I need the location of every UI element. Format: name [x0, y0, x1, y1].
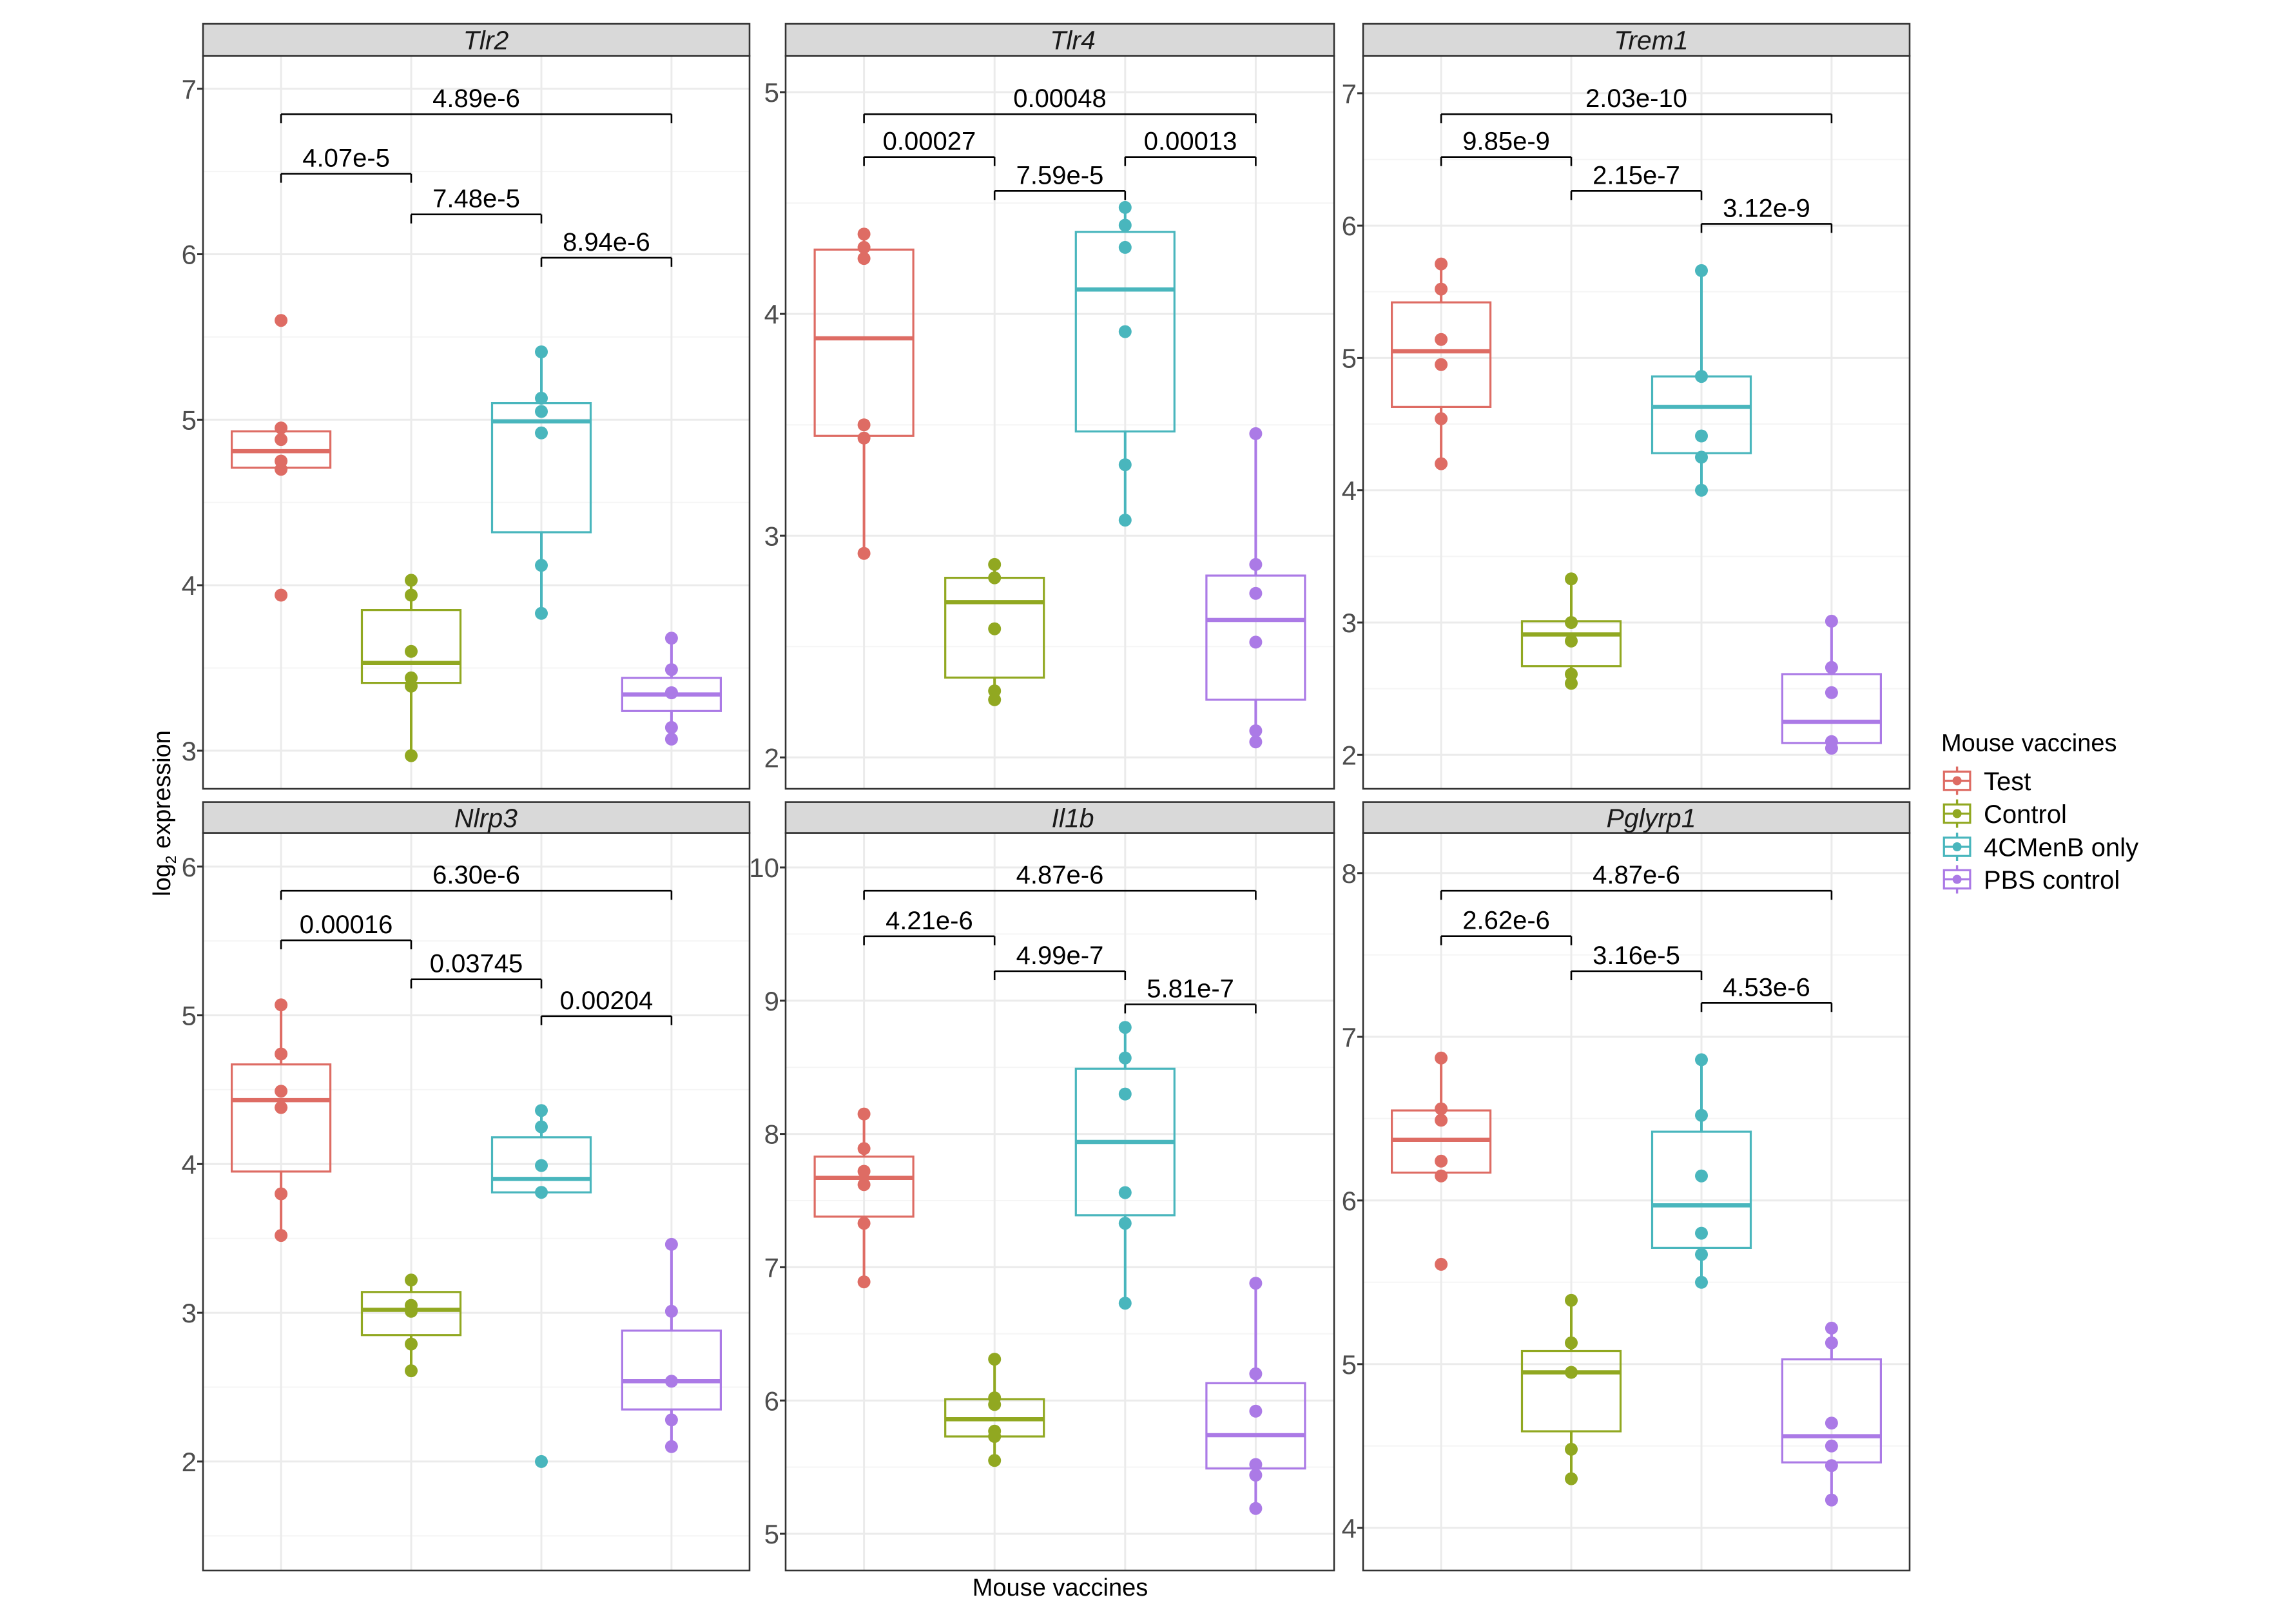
svg-text:Mouse vaccines: Mouse vaccines: [1941, 730, 2116, 757]
svg-text:4.89e-6: 4.89e-6: [432, 84, 520, 113]
svg-text:7.59e-5: 7.59e-5: [1016, 161, 1104, 189]
svg-text:4: 4: [182, 1149, 197, 1179]
svg-text:10: 10: [749, 853, 779, 883]
svg-text:8: 8: [1342, 858, 1357, 889]
svg-text:log2 expression: log2 expression: [149, 730, 179, 896]
svg-text:7: 7: [1342, 79, 1357, 109]
svg-text:Pglyrp1: Pglyrp1: [1606, 803, 1696, 833]
svg-text:4.21e-6: 4.21e-6: [886, 907, 973, 935]
svg-text:5: 5: [1342, 1349, 1357, 1380]
svg-text:8.94e-6: 8.94e-6: [563, 228, 650, 256]
svg-text:4.99e-7: 4.99e-7: [1016, 942, 1104, 970]
svg-text:3: 3: [764, 521, 779, 551]
svg-text:Trem1: Trem1: [1614, 26, 1688, 55]
svg-text:6: 6: [1342, 211, 1357, 241]
svg-text:2: 2: [182, 1447, 197, 1477]
svg-text:6: 6: [764, 1386, 779, 1416]
svg-text:9: 9: [764, 986, 779, 1016]
svg-text:5.81e-7: 5.81e-7: [1147, 975, 1234, 1003]
svg-text:6: 6: [182, 852, 197, 882]
svg-text:4: 4: [182, 570, 197, 601]
svg-text:3.16e-5: 3.16e-5: [1593, 942, 1680, 970]
svg-text:4CMenB only: 4CMenB only: [1984, 833, 2138, 862]
svg-text:Test: Test: [1984, 768, 2031, 796]
svg-text:4: 4: [764, 299, 779, 329]
svg-text:5: 5: [182, 405, 197, 435]
svg-text:7: 7: [764, 1253, 779, 1283]
svg-text:4.07e-5: 4.07e-5: [302, 144, 390, 173]
svg-text:0.00027: 0.00027: [883, 128, 976, 156]
svg-text:4: 4: [1342, 1513, 1357, 1543]
svg-text:2: 2: [764, 742, 779, 773]
svg-text:7: 7: [182, 74, 197, 104]
svg-text:7.48e-5: 7.48e-5: [432, 185, 520, 213]
svg-text:2.03e-10: 2.03e-10: [1585, 84, 1687, 113]
svg-text:3.12e-9: 3.12e-9: [1723, 194, 1810, 222]
svg-text:0.00016: 0.00016: [300, 911, 393, 939]
svg-text:5: 5: [764, 77, 779, 108]
svg-text:3: 3: [182, 736, 197, 766]
svg-text:5: 5: [1342, 343, 1357, 374]
svg-text:Nlrp3: Nlrp3: [454, 803, 518, 833]
svg-text:Mouse vaccines: Mouse vaccines: [973, 1574, 1148, 1601]
svg-text:2.62e-6: 2.62e-6: [1462, 907, 1550, 935]
svg-text:3: 3: [1342, 608, 1357, 638]
svg-text:9.85e-9: 9.85e-9: [1462, 128, 1550, 156]
svg-text:0.00013: 0.00013: [1144, 128, 1237, 156]
svg-text:3: 3: [182, 1298, 197, 1328]
svg-text:7: 7: [1342, 1022, 1357, 1052]
svg-text:Control: Control: [1984, 800, 2067, 829]
svg-text:2: 2: [1342, 740, 1357, 770]
svg-text:6: 6: [182, 240, 197, 270]
svg-text:2.15e-7: 2.15e-7: [1593, 161, 1680, 189]
svg-text:0.00204: 0.00204: [560, 987, 654, 1015]
svg-text:8: 8: [764, 1119, 779, 1150]
svg-text:5: 5: [764, 1519, 779, 1549]
svg-text:6: 6: [1342, 1186, 1357, 1216]
svg-text:0.00048: 0.00048: [1013, 84, 1107, 113]
svg-text:4.87e-6: 4.87e-6: [1593, 861, 1680, 889]
svg-text:Tlr2: Tlr2: [463, 26, 509, 55]
svg-text:0.03745: 0.03745: [430, 950, 523, 978]
svg-text:Tlr4: Tlr4: [1050, 26, 1096, 55]
svg-text:4.53e-6: 4.53e-6: [1723, 973, 1810, 1001]
svg-text:PBS control: PBS control: [1984, 866, 2120, 894]
svg-text:5: 5: [182, 1001, 197, 1031]
svg-text:6.30e-6: 6.30e-6: [432, 861, 520, 889]
svg-text:Il1b: Il1b: [1051, 803, 1094, 833]
svg-text:4: 4: [1342, 476, 1357, 506]
svg-text:4.87e-6: 4.87e-6: [1016, 861, 1104, 889]
